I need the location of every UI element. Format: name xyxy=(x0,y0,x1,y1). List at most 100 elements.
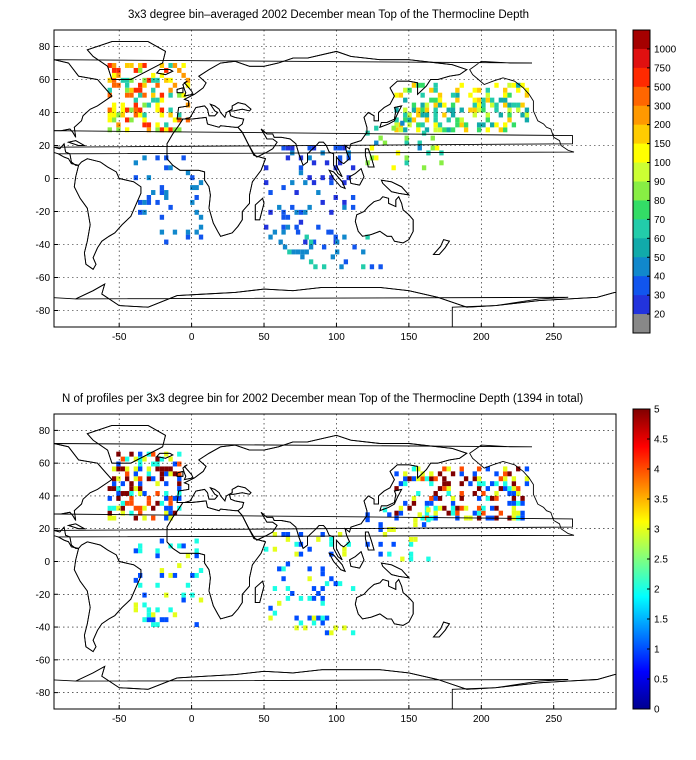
data-bin xyxy=(520,500,525,506)
data-bin xyxy=(164,515,169,521)
data-bin xyxy=(107,92,112,98)
data-bin xyxy=(282,244,288,250)
data-bin xyxy=(120,505,125,511)
data-bin xyxy=(459,471,464,477)
data-bin xyxy=(481,97,486,103)
data-bin xyxy=(516,466,521,472)
data-bin xyxy=(426,517,431,523)
data-bin xyxy=(320,571,325,577)
data-bin xyxy=(429,481,434,487)
data-bin xyxy=(311,595,317,601)
data-bin xyxy=(437,505,443,511)
data-bin xyxy=(198,224,204,230)
data-bin xyxy=(476,466,482,472)
data-bin xyxy=(155,97,160,103)
coastline xyxy=(364,148,375,168)
data-bin xyxy=(164,495,169,501)
data-bin xyxy=(146,607,152,613)
data-bin xyxy=(124,63,130,68)
colorbar-tick-label: 2.5 xyxy=(654,555,668,566)
data-bin xyxy=(172,471,178,477)
data-bin xyxy=(129,486,134,492)
data-bin xyxy=(116,67,121,73)
data-bin xyxy=(498,486,504,492)
coastline xyxy=(176,50,468,178)
data-bin xyxy=(498,476,504,482)
data-bin xyxy=(417,145,422,151)
data-bin xyxy=(307,546,312,552)
data-bin xyxy=(146,466,152,472)
data-bin xyxy=(459,117,464,123)
data-bin xyxy=(433,122,438,128)
data-bin xyxy=(164,155,169,161)
data-bin xyxy=(181,597,186,603)
data-bin xyxy=(329,180,334,186)
data-bin xyxy=(394,92,399,98)
data-bin xyxy=(120,491,125,496)
data-bin xyxy=(472,491,477,496)
data-bin xyxy=(124,466,130,472)
data-bin xyxy=(407,476,412,482)
x-tick-label: 50 xyxy=(258,332,270,343)
data-bin xyxy=(116,486,121,492)
data-bin xyxy=(142,82,147,88)
data-bin xyxy=(277,204,282,210)
data-bin xyxy=(446,117,451,123)
colorbar-swatch xyxy=(633,219,650,239)
data-bin xyxy=(138,476,143,482)
data-bin xyxy=(177,451,182,457)
data-bin xyxy=(164,481,169,487)
data-bin xyxy=(394,515,399,521)
data-bin xyxy=(516,491,521,496)
data-bin xyxy=(133,505,139,511)
data-bin xyxy=(172,572,178,578)
data-bin xyxy=(138,461,143,467)
data-bin xyxy=(172,117,178,123)
data-bin xyxy=(333,234,338,240)
data-bin xyxy=(324,160,330,166)
data-bin xyxy=(433,97,438,103)
data-bin xyxy=(151,476,156,482)
data-bin xyxy=(503,486,508,492)
x-tick-label: 200 xyxy=(473,714,490,725)
data-bin xyxy=(294,190,299,195)
y-tick-label: 20 xyxy=(39,141,51,152)
data-bin xyxy=(511,122,517,128)
y-tick-label: 0 xyxy=(44,174,50,185)
data-bin xyxy=(304,249,309,255)
data-bin xyxy=(155,607,160,613)
data-bin xyxy=(439,160,444,166)
data-bin xyxy=(320,566,325,572)
data-bin xyxy=(190,592,195,598)
data-bin xyxy=(416,122,421,128)
data-bin xyxy=(164,190,169,195)
data-bin xyxy=(138,505,143,511)
data-bin xyxy=(151,190,156,195)
data-bin xyxy=(133,175,139,181)
data-bin xyxy=(272,532,278,537)
data-bin xyxy=(116,466,121,472)
data-bin xyxy=(398,510,404,516)
data-bin xyxy=(116,451,121,457)
data-bin xyxy=(185,82,191,88)
data-bin xyxy=(494,122,499,128)
data-bin xyxy=(398,505,404,511)
data-bin xyxy=(155,466,160,472)
data-bin xyxy=(290,591,295,596)
data-bin xyxy=(285,532,291,537)
data-bin xyxy=(507,112,512,118)
data-bin xyxy=(146,471,152,477)
data-bin xyxy=(391,125,396,131)
data-bin xyxy=(324,581,330,587)
data-bin xyxy=(503,122,508,128)
data-bin xyxy=(503,127,508,133)
data-bin xyxy=(168,456,173,462)
data-bin xyxy=(433,82,438,88)
y-tick-label: 40 xyxy=(39,108,51,119)
data-bin xyxy=(159,476,165,482)
data-bin xyxy=(446,107,451,113)
data-bin xyxy=(155,491,160,496)
data-bin xyxy=(503,97,508,103)
data-bin xyxy=(177,491,182,496)
data-bin xyxy=(320,199,325,205)
